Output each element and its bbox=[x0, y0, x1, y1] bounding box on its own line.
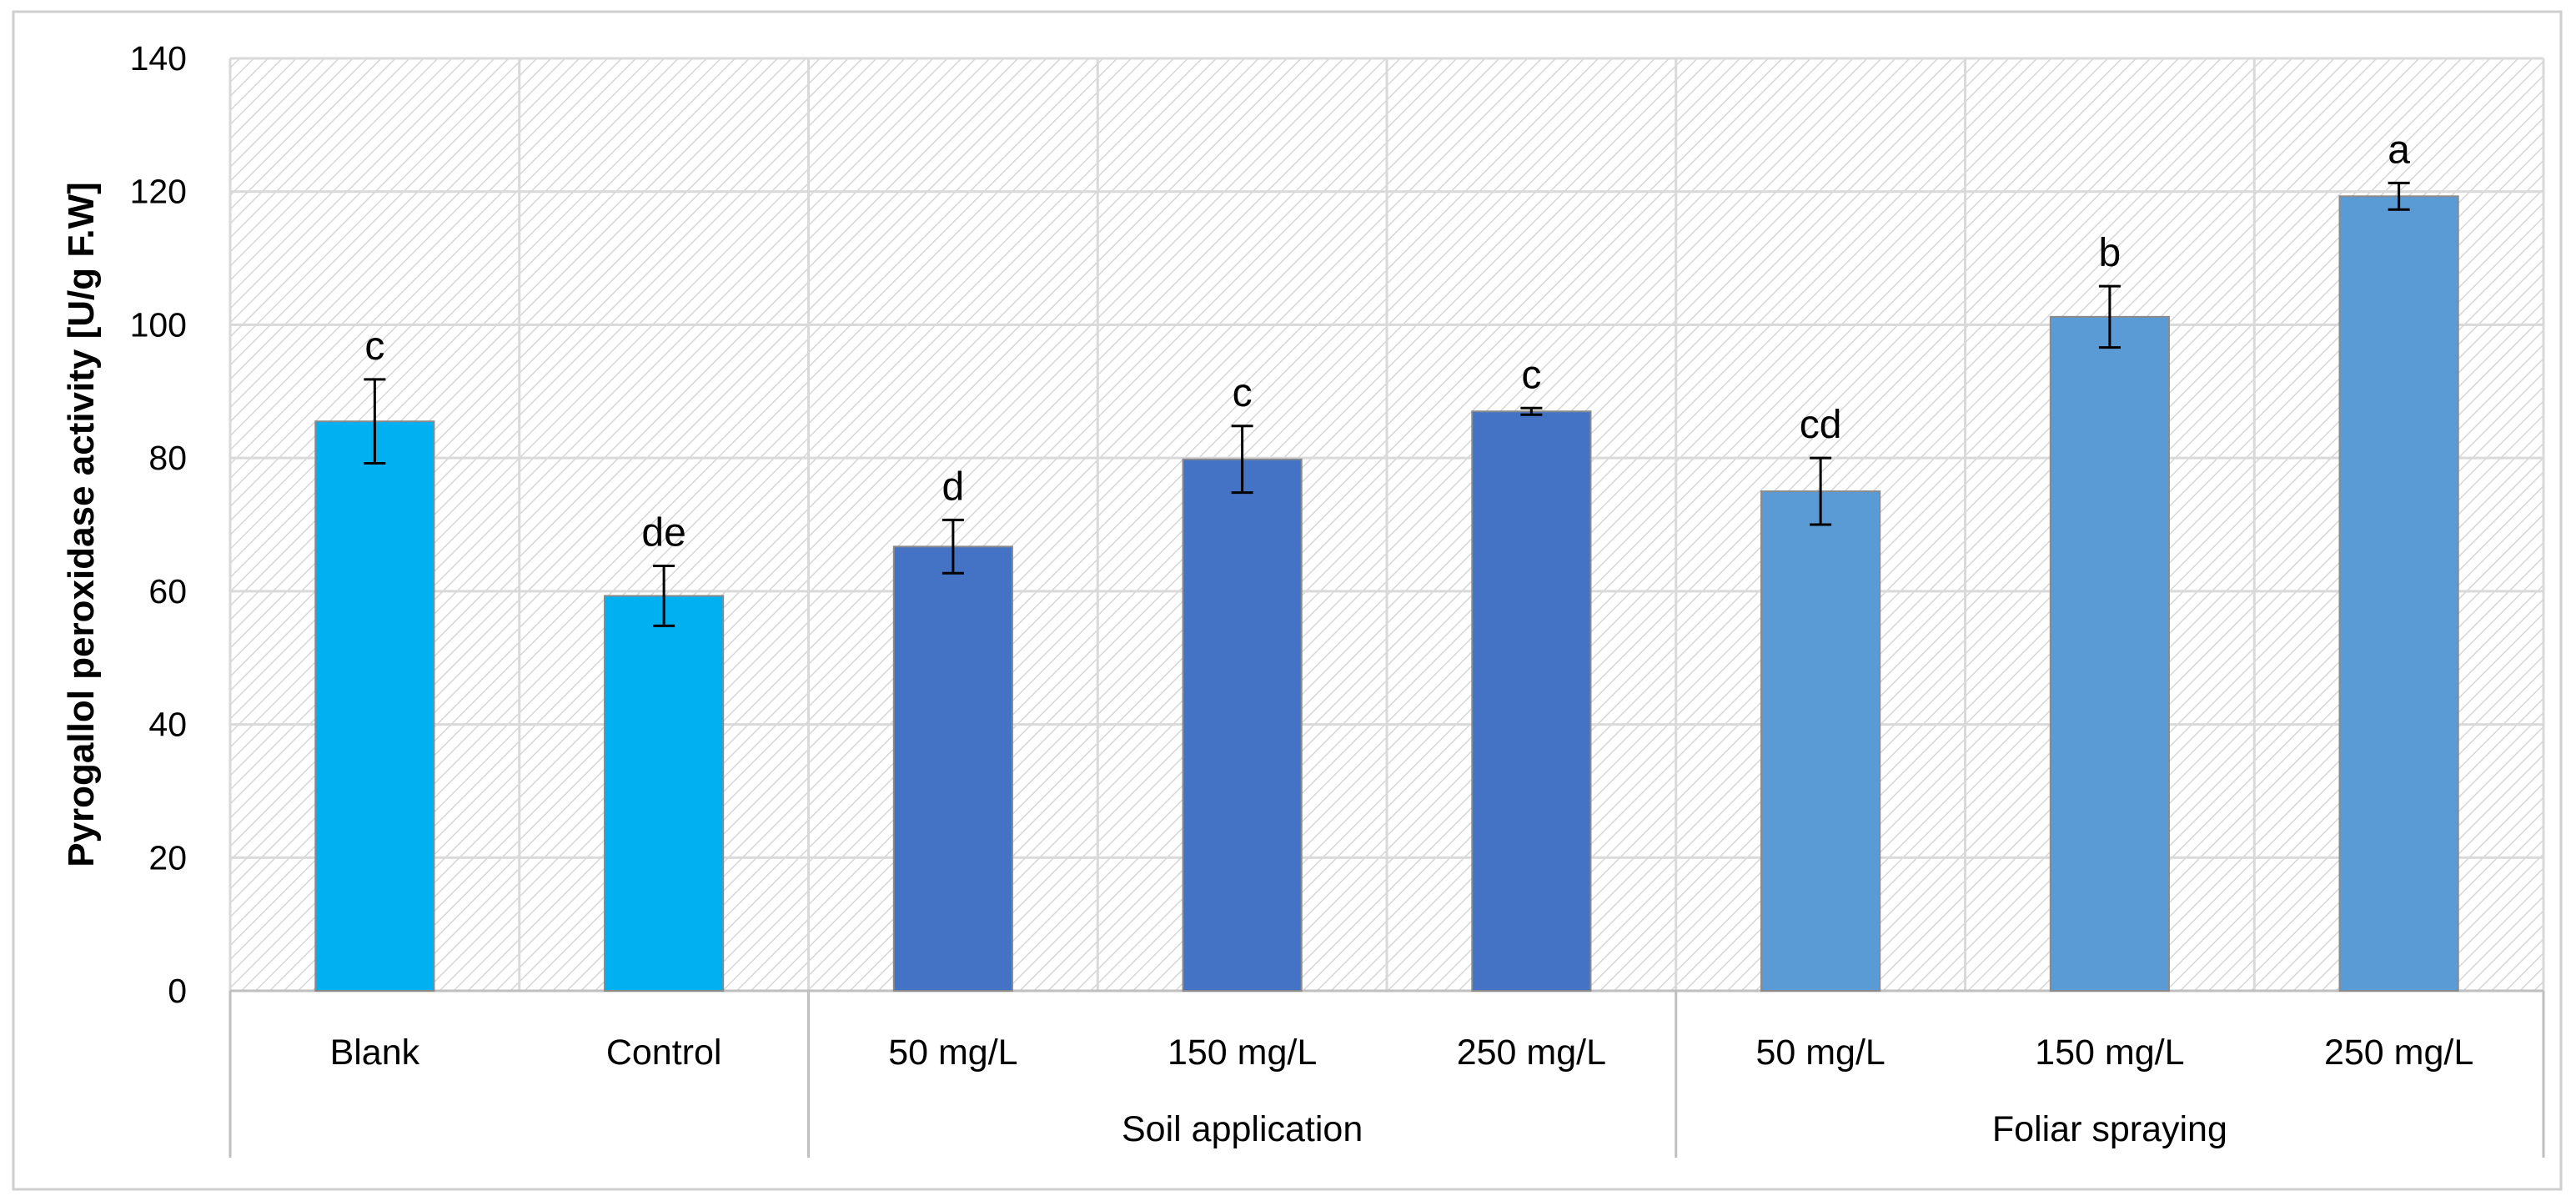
bar bbox=[1760, 490, 1881, 992]
y-tick-label: 120 bbox=[130, 173, 187, 211]
x-tick-label: 250 mg/L bbox=[1457, 1033, 1606, 1073]
significance-letter: de bbox=[641, 511, 685, 555]
y-axis-label: Pyrogallol peroxidase activity [U/g F.W] bbox=[61, 182, 102, 867]
bar bbox=[2338, 195, 2459, 992]
labels: 0 20 40 60 80 100 120 140 c Blank de Control d 50 mg/… bbox=[130, 39, 2474, 1149]
significance-letter: c bbox=[364, 324, 384, 369]
x-tick-label: 150 mg/L bbox=[1167, 1033, 1317, 1073]
y-tick-label: 100 bbox=[130, 305, 187, 344]
y-tick-label: 80 bbox=[148, 439, 187, 477]
bar bbox=[604, 595, 725, 992]
x-tick-label: Control bbox=[606, 1033, 722, 1073]
significance-letter: c bbox=[1233, 371, 1253, 415]
x-tick-label: 250 mg/L bbox=[2324, 1033, 2473, 1073]
x-tick-label: 150 mg/L bbox=[2035, 1033, 2184, 1073]
y-tick-label: 20 bbox=[148, 838, 187, 877]
y-tick-label: 60 bbox=[148, 572, 187, 611]
bar bbox=[1182, 458, 1303, 992]
x-tick-label: Blank bbox=[330, 1033, 420, 1073]
significance-letter: cd bbox=[1800, 403, 1842, 447]
y-tick-label: 140 bbox=[130, 39, 187, 78]
significance-letter: b bbox=[2099, 231, 2122, 275]
bar bbox=[892, 545, 1013, 992]
significance-letter: d bbox=[942, 465, 965, 509]
significance-letter: a bbox=[2388, 128, 2410, 172]
group-label: Soil application bbox=[1122, 1109, 1363, 1149]
bars bbox=[314, 195, 2459, 992]
bar bbox=[2049, 315, 2170, 992]
x-tick-label: 50 mg/L bbox=[1755, 1033, 1885, 1073]
error-bars bbox=[364, 181, 2410, 627]
y-tick-label: 40 bbox=[148, 706, 187, 744]
y-tick-label: 0 bbox=[168, 972, 187, 1010]
x-tick-label: 50 mg/L bbox=[888, 1033, 1017, 1073]
bar bbox=[314, 420, 435, 992]
group-label: Foliar spraying bbox=[1992, 1109, 2227, 1149]
bar bbox=[1471, 410, 1592, 992]
significance-letter: c bbox=[1521, 353, 1541, 397]
